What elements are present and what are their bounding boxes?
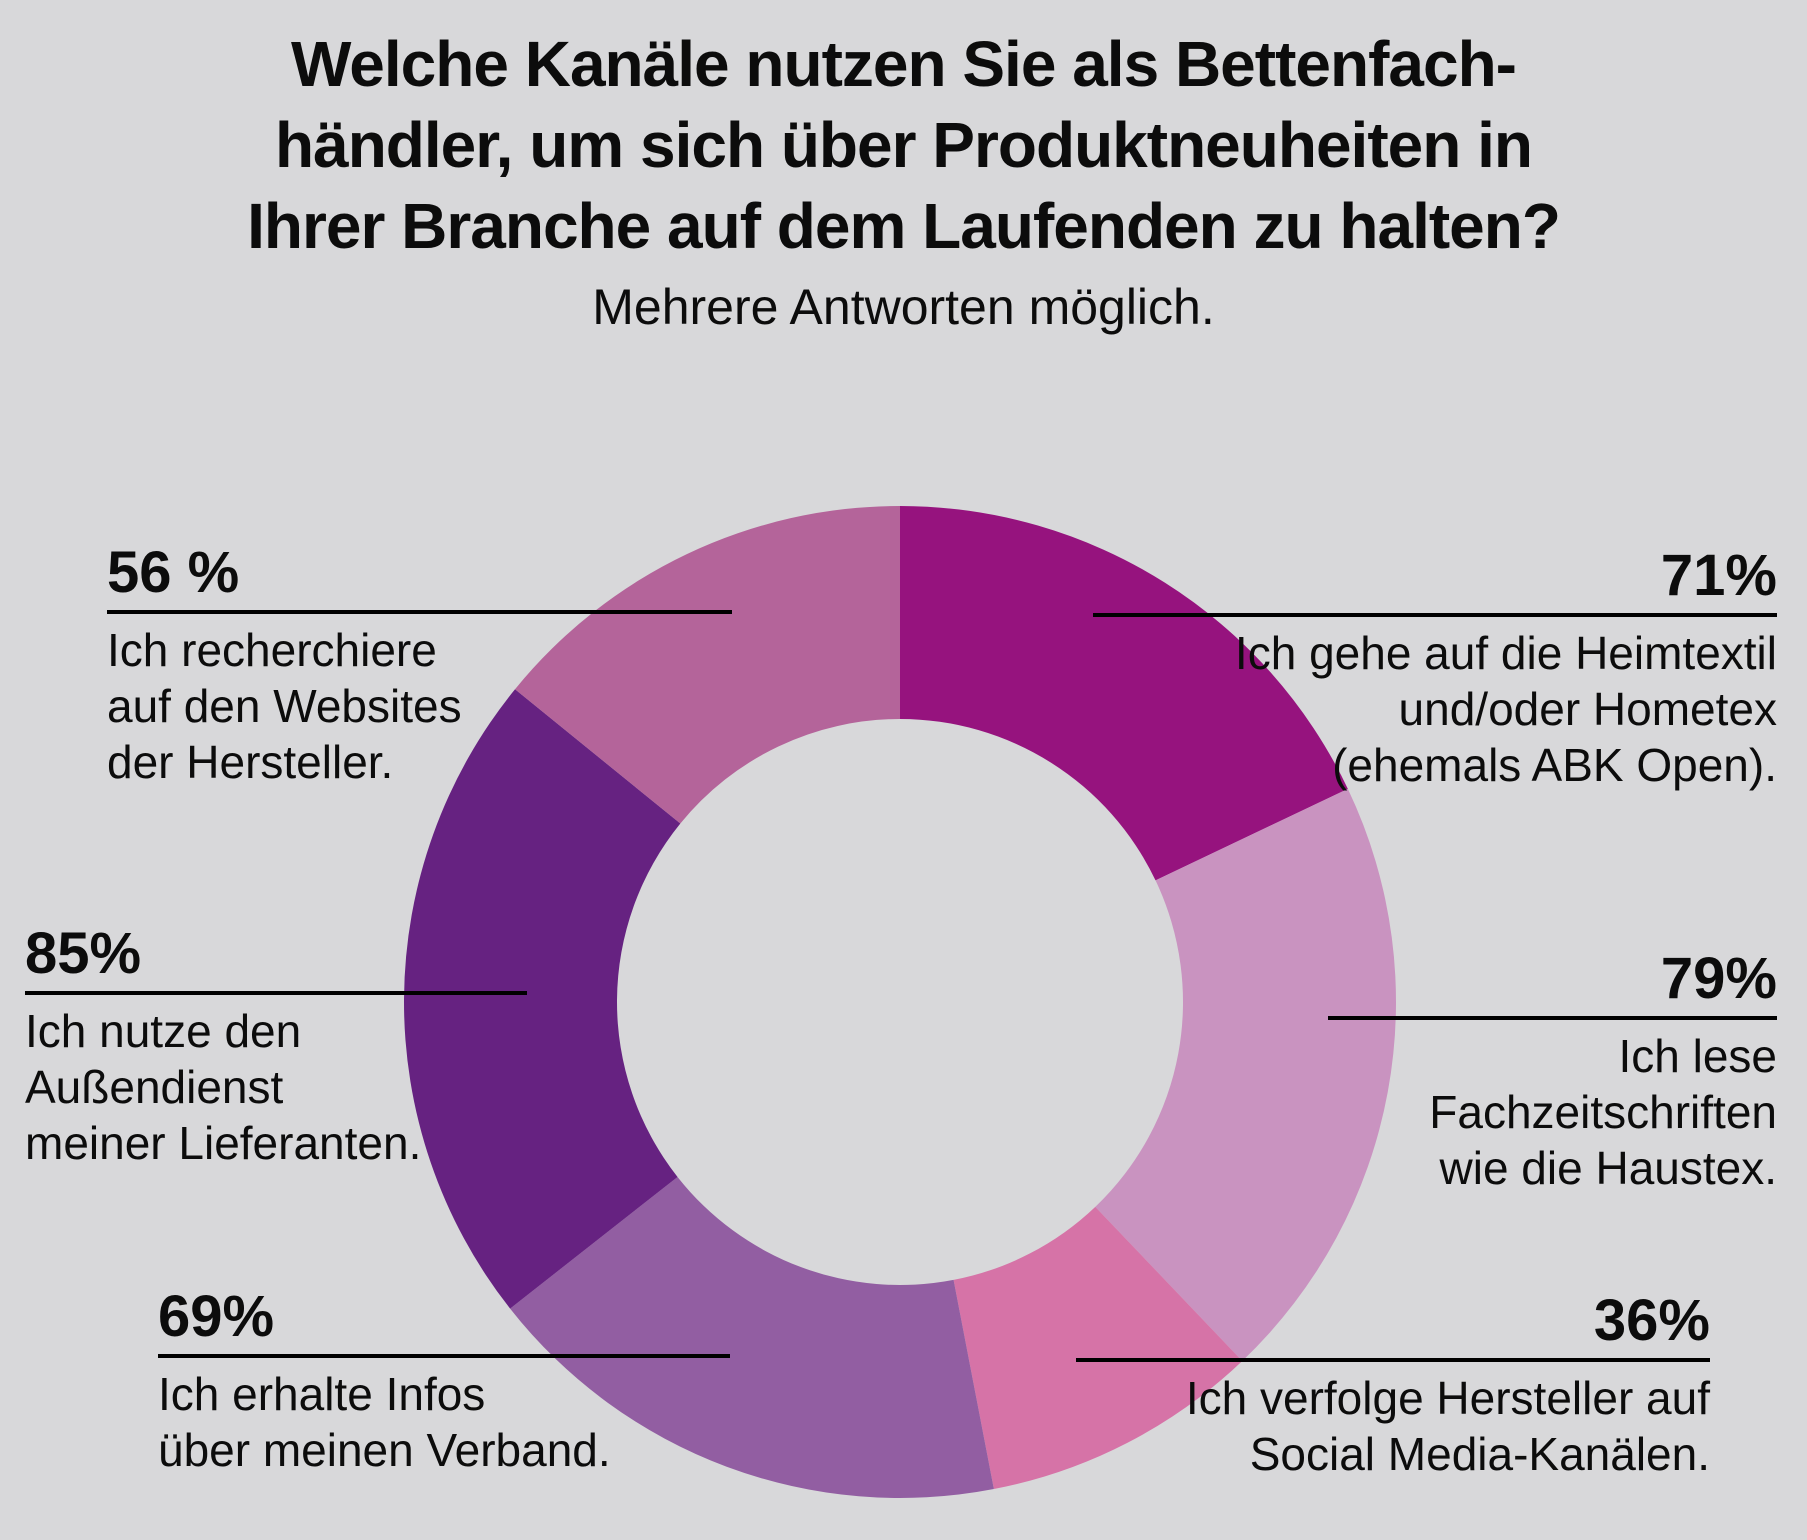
percent-value-heimtextil: 71% (1660, 543, 1777, 608)
leader-line-social-media (1076, 1358, 1710, 1362)
callout-text-line: Ich recherchiere (107, 624, 437, 676)
callout-fachzeitschriften: 79% Ich lese Fachzeitschriften wie die H… (1429, 948, 1777, 1196)
callout-text-social-media: Ich verfolge Hersteller auf Social Media… (1186, 1370, 1710, 1482)
leader-line-verband (158, 1354, 730, 1358)
donut-segment-69pct (510, 1176, 994, 1499)
callout-text-fachzeitschriften: Ich lese Fachzeitschriften wie die Haust… (1429, 1028, 1777, 1196)
callout-text-line: auf den Websites (107, 680, 462, 732)
callout-text-line: Ich gehe auf die Heimtextil (1234, 627, 1777, 679)
callout-heimtextil: 71% Ich gehe auf die Heimtextil und/oder… (1235, 545, 1777, 793)
callout-social-media: 36% Ich verfolge Hersteller auf Social M… (1186, 1290, 1710, 1482)
callout-verband: 69% Ich erhalte Infos über meinen Verban… (158, 1286, 611, 1478)
percent-value-fachzeitschriften: 79% (1660, 946, 1777, 1011)
chart-title-line-2: händler, um sich über Produktneuheiten i… (275, 109, 1533, 181)
callout-text-line: wie die Haustex. (1439, 1142, 1778, 1194)
leader-line-aussendienst (25, 991, 527, 995)
donut-segment-71pct (900, 506, 1348, 881)
callout-text-aussendienst: Ich nutze den Außendienst meiner Liefera… (25, 1003, 421, 1171)
callout-text-line: meiner Lieferanten. (25, 1117, 422, 1169)
callout-text-line: Ich verfolge Hersteller auf (1185, 1372, 1710, 1424)
callout-text-line: Fachzeitschriften (1429, 1086, 1777, 1138)
percent-value-verband: 69% (158, 1284, 275, 1349)
leader-line-fachzeitschriften (1328, 1016, 1777, 1020)
donut-segment-56pct (515, 506, 900, 824)
callout-websites: 56 % Ich recherchiere auf den Websites d… (107, 542, 462, 790)
callout-aussendienst: 85% Ich nutze den Außendienst meiner Lie… (25, 923, 421, 1171)
callout-text-heimtextil: Ich gehe auf die Heimtextil und/oder Hom… (1235, 625, 1777, 793)
callout-text-line: über meinen Verband. (158, 1424, 611, 1476)
callout-text-websites: Ich recherchiere auf den Websites der He… (107, 622, 462, 790)
callout-text-line: (ehemals ABK Open). (1332, 739, 1777, 791)
callout-text-line: Ich erhalte Infos (158, 1368, 486, 1420)
callout-text-line: der Hersteller. (107, 736, 394, 788)
callout-text-verband: Ich erhalte Infos über meinen Verband. (158, 1366, 611, 1478)
chart-subtitle: Mehrere Antworten möglich. (592, 279, 1215, 335)
callout-text-line: Social Media-Kanälen. (1249, 1428, 1710, 1480)
donut-segment-85pct (404, 689, 681, 1309)
chart-title-line-1: Welche Kanäle nutzen Sie als Bettenfach- (291, 28, 1517, 100)
callout-text-line: Ich lese (1618, 1030, 1777, 1082)
percent-value-aussendienst: 85% (25, 921, 142, 986)
callout-text-line: Ich nutze den (25, 1005, 302, 1057)
percent-value-websites: 56 % (107, 540, 240, 605)
callout-text-line: und/oder Hometex (1398, 683, 1777, 735)
donut-segment-79pct (1095, 788, 1396, 1361)
donut-segment-36pct (953, 1206, 1243, 1490)
callout-text-line: Außendienst (25, 1061, 284, 1113)
percent-value-social-media: 36% (1593, 1288, 1710, 1353)
leader-line-heimtextil (1093, 613, 1777, 617)
chart-title: Welche Kanäle nutzen Sie als Bettenfach-… (0, 24, 1807, 267)
leader-line-websites (107, 610, 732, 614)
chart-title-line-3: Ihrer Branche auf dem Laufenden zu halte… (247, 190, 1561, 262)
